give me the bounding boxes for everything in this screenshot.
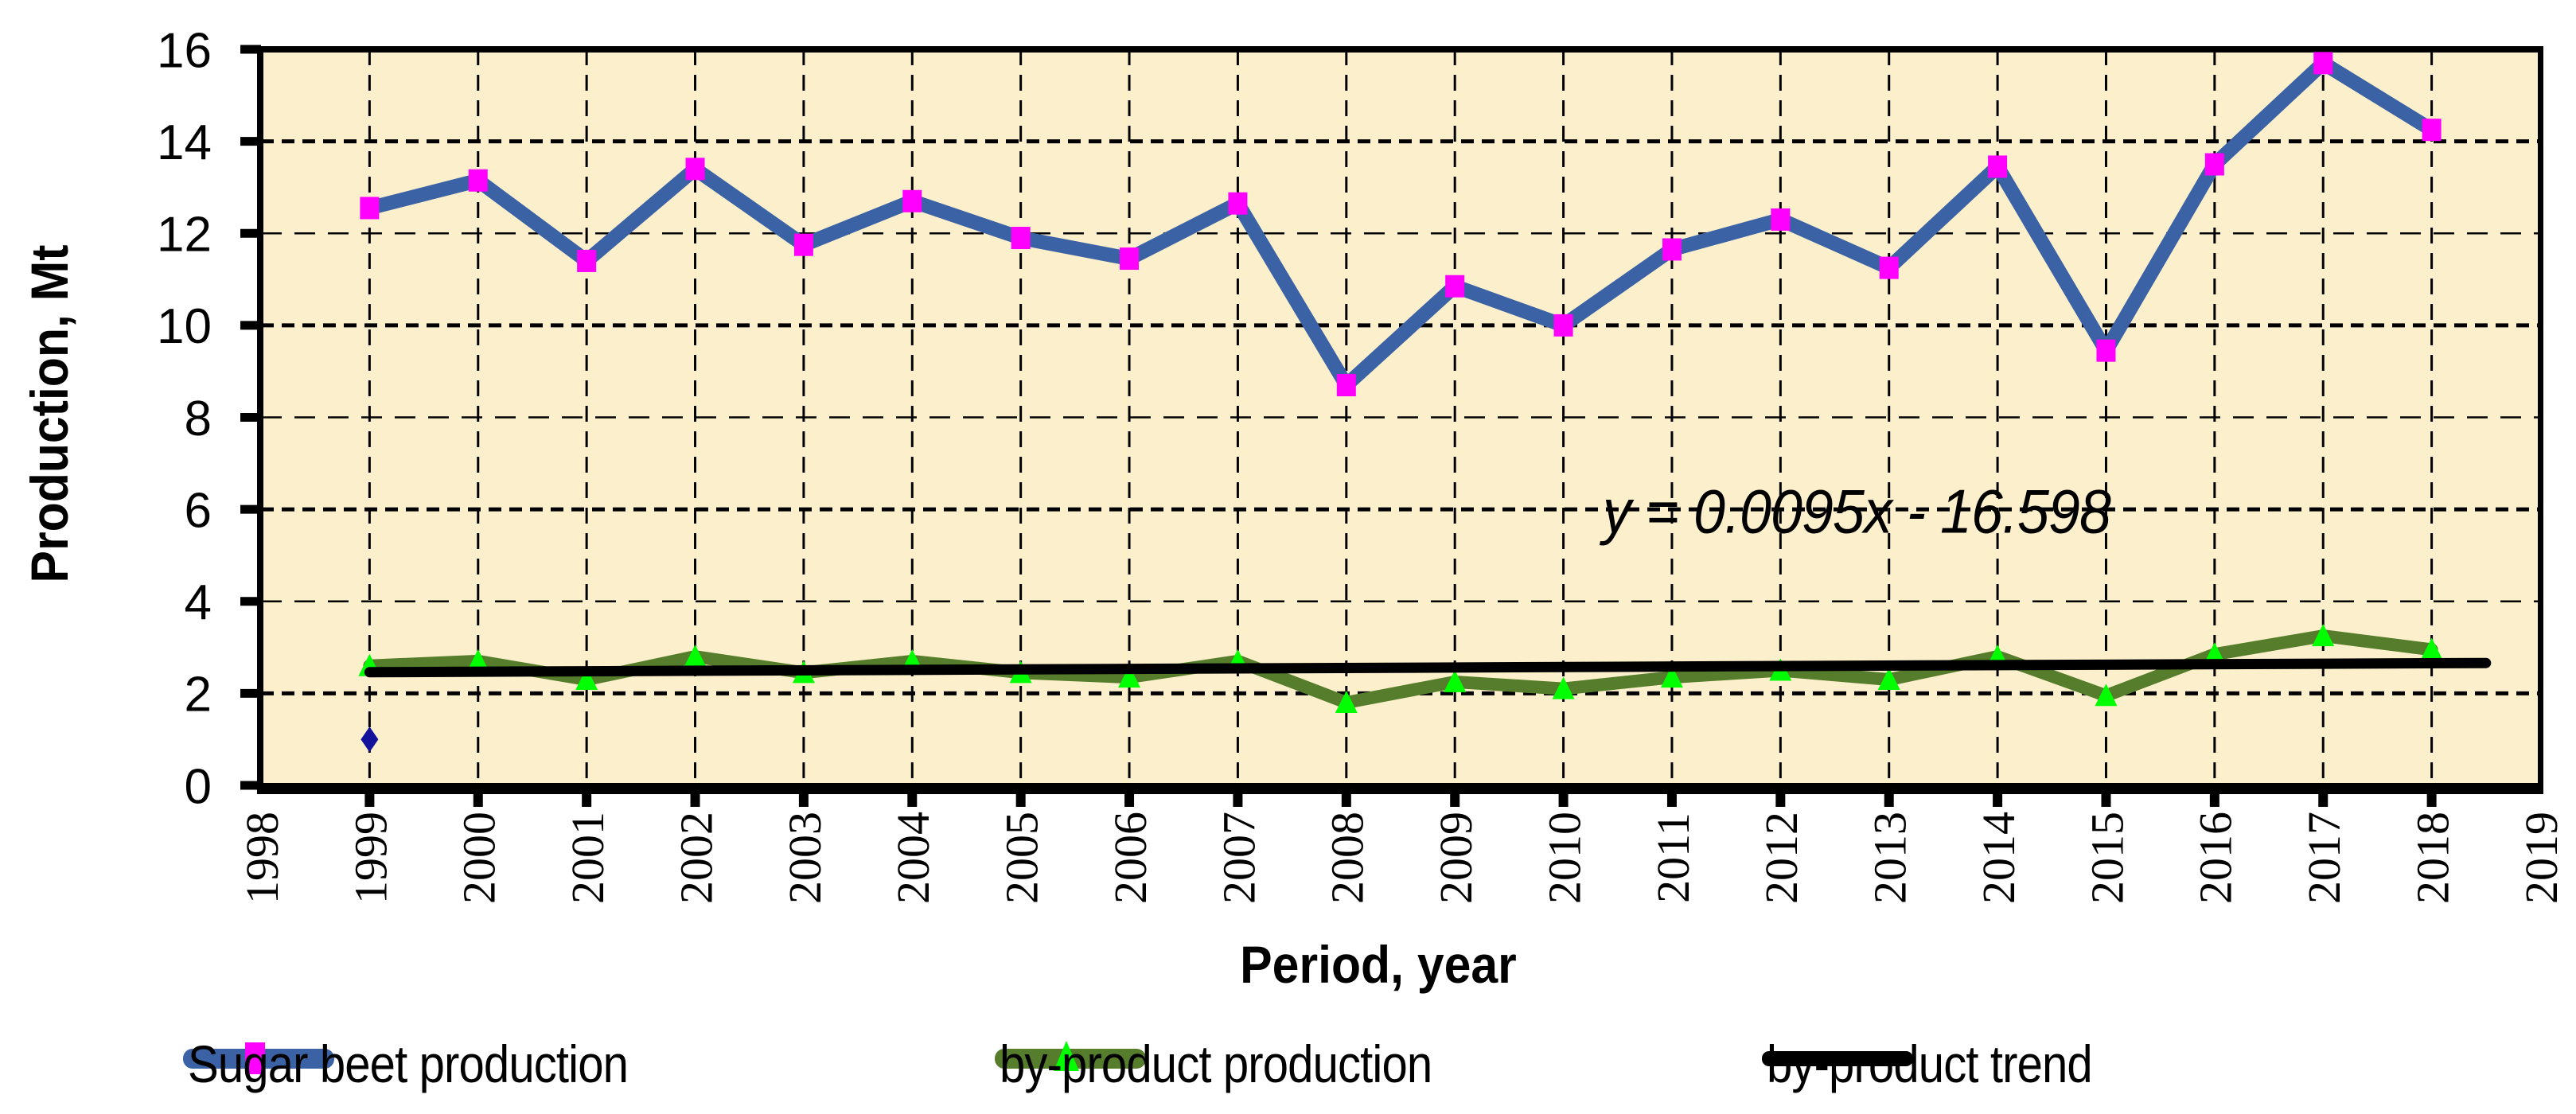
x-tick-label: 1999 [345,812,396,904]
x-tick-label: 2016 [2190,812,2242,904]
x-tick-label: 2013 [1865,812,1916,904]
by-product-marker [2312,624,2335,647]
x-tick-label: 2003 [779,812,831,904]
y-tick-label: 8 [185,391,212,446]
y-tick-label: 14 [157,115,212,170]
legend-label-trend: by-product trend [1767,1034,2093,1093]
x-tick-label: 2005 [996,812,1048,904]
y-tick-label: 12 [157,208,212,263]
x-tick-label: 2019 [2516,812,2567,904]
by-product-marker [2420,637,2443,660]
legend-marker-square-icon [245,1042,265,1074]
plot-border-right [2538,46,2543,792]
sugar-beet-marker [468,169,488,192]
by-product-marker [1118,665,1141,688]
y-tick [240,781,261,790]
plot-border-top [257,46,2543,53]
y-axis-title: Production, Mt [19,230,80,598]
x-tick-label: 2008 [1322,812,1374,904]
legend-swatch-trend [1762,1051,1913,1066]
x-tick-label: 2007 [1213,812,1265,904]
sugar-beet-marker [1445,275,1465,298]
x-tick-label: 2018 [2406,812,2458,904]
legend-marker-triangle-icon [1054,1041,1079,1071]
sugar-beet-marker [1120,247,1140,271]
x-tick-label: 2006 [1105,812,1156,904]
legend-label-by-product: by-product production [1000,1034,1432,1093]
y-tick-label: 2 [185,668,212,723]
trend-line [364,657,2492,678]
legend-item-trend: by-product trend [1760,1034,2137,1093]
by-product-marker [1444,669,1467,692]
sugar-beet-marker [2096,339,2116,362]
sugar-beet-marker [1988,155,2008,178]
sugar-beet-marker [1879,256,1899,279]
sugar-beet-marker [1336,374,1356,397]
y-tick [240,228,261,238]
y-tick-label: 10 [157,299,212,354]
x-tick-label: 2014 [1973,812,2025,904]
x-axis-line [257,783,2543,794]
x-axis-title-text: Period, year [1240,935,1517,994]
trend-equation-annotation: y = 0.0095x - 16.598 [1602,476,2111,547]
sugar-beet-marker [685,158,705,181]
sugar-beet-marker [1228,192,1248,215]
by-product-marker [1335,690,1358,713]
sugar-beet-marker [1662,238,1682,261]
y-tick [240,413,261,422]
y-tick [240,504,261,514]
legend-label-sugar-beet: Sugar beet production [188,1034,629,1093]
y-tick [240,597,261,606]
y-tick-label: 4 [185,575,212,630]
y-tick [240,688,261,698]
by-product-line [363,629,2438,709]
sugar-beet-marker [2422,119,2442,142]
x-tick-label: 2012 [1756,812,1807,904]
x-tick-label: 2001 [562,812,614,904]
by-product-marker [2095,684,2118,707]
legend-swatch-sugar-beet [183,1042,334,1074]
x-tick-label: 2015 [2081,812,2133,904]
x-tick-label: 2004 [887,812,939,904]
y-tick-label: 16 [157,23,212,78]
y-axis-line [257,46,263,789]
y-tick-label: 6 [185,483,212,538]
sugar-beet-marker [2204,153,2224,176]
legend-item-by-product: by-product production [993,1034,1491,1093]
y-tick [240,137,261,146]
sugar-beet-line [362,56,2439,393]
sugar-beet-marker [2313,52,2333,75]
sugar-beet-marker [1011,227,1031,250]
x-tick-label: 1998 [236,812,288,904]
x-tick-label: 2011 [1647,812,1699,903]
sugar-beet-marker [1553,314,1573,337]
sugar-beet-marker [1771,208,1791,231]
y-tick [240,45,261,54]
by-product-marker [684,645,707,668]
by-product-marker [575,668,598,691]
single-point-marker [360,726,379,753]
legend-item-sugar-beet: Sugar beet production [181,1034,688,1093]
legend-swatch-by-product [995,1041,1146,1071]
x-tick-label: 2002 [670,812,722,904]
x-tick-label: 2000 [454,812,505,904]
by-product-marker [1660,665,1683,688]
x-axis-title: Period, year [1228,934,1529,995]
y-tick [240,321,261,330]
legend-line-black [1762,1051,1913,1066]
x-tick-label: 2009 [1430,812,1482,904]
sugar-beet-marker [793,233,813,256]
y-tick-label: 0 [185,759,212,814]
by-product-marker [1877,668,1900,691]
x-tick-label: 2010 [1538,812,1590,904]
by-product-marker [466,649,489,672]
y-axis-title-text: Production, Mt [20,244,79,583]
sugar-beet-marker [577,249,597,272]
sugar-beet-marker [902,189,922,212]
by-product-marker [1552,676,1575,699]
sugar-beet-marker [360,197,380,220]
x-tick-label: 2017 [2298,812,2350,904]
